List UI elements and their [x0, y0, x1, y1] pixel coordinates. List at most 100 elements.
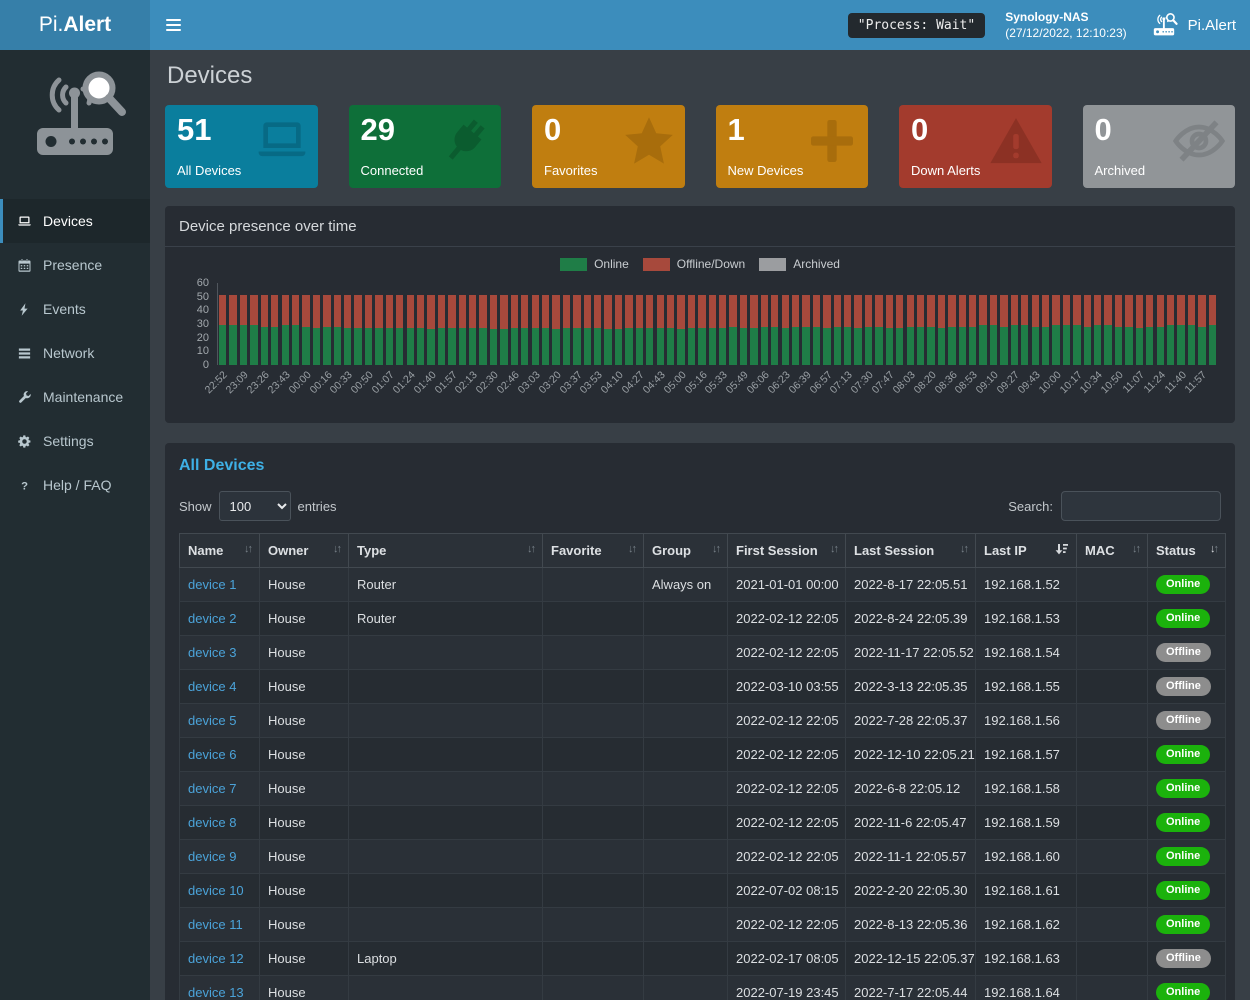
- card-value: 0: [544, 112, 562, 147]
- device-row: device 2 House Router 2022-02-12 22:05 2022-…: [179, 601, 1226, 636]
- sidebar-item-label: Network: [43, 345, 95, 361]
- last-ip-cell: 192.168.1.61: [975, 873, 1077, 908]
- stacked-bar: [406, 295, 414, 365]
- device-status-cell: Offline: [1147, 941, 1226, 976]
- stacked-bar: [281, 295, 289, 365]
- sidebar-item-help[interactable]: ? Help / FAQ: [0, 463, 150, 507]
- devices-table: Name ↓↑ Owner ↓↑ Type ↓↑ Favorite ↓↑ Group ↓↑ Firs…: [179, 533, 1226, 1000]
- legend-item-archived[interactable]: Archived: [759, 257, 840, 271]
- device-type-cell: Router: [348, 567, 543, 602]
- summary-card-connected[interactable]: 29 Connected: [348, 105, 501, 188]
- device-link[interactable]: device 5: [188, 713, 237, 728]
- stacked-bar: [791, 295, 800, 365]
- device-link[interactable]: device 3: [188, 645, 237, 660]
- host-info: Synology-NAS (27/12/2022, 12:10:23): [1005, 9, 1126, 41]
- x-axis-tick: 08:03: [890, 369, 918, 397]
- legend-swatch: [560, 257, 588, 271]
- device-link[interactable]: device 1: [188, 577, 237, 592]
- device-link[interactable]: device 10: [188, 883, 244, 898]
- app-link[interactable]: Pi.Alert: [1149, 12, 1236, 39]
- device-link[interactable]: device 12: [188, 951, 244, 966]
- first-session-cell: 2021-01-01 00:00: [727, 567, 846, 602]
- device-link[interactable]: device 11: [188, 917, 243, 932]
- device-link[interactable]: device 4: [188, 679, 237, 694]
- summary-card-new-devices[interactable]: 1 New Devices: [715, 105, 868, 188]
- device-link[interactable]: device 7: [188, 781, 237, 796]
- sidebar-item-maintenance[interactable]: Maintenance: [0, 375, 150, 419]
- device-status-cell: Online: [1147, 907, 1226, 942]
- status-badge: Online: [1156, 575, 1211, 594]
- stacked-bar: [489, 295, 498, 365]
- column-header-last-session[interactable]: Last Session ↓↑: [845, 533, 976, 568]
- stacked-bar: [937, 295, 946, 365]
- column-header-mac[interactable]: MAC ↓↑: [1076, 533, 1148, 568]
- summary-card-all-devices[interactable]: 51 All Devices: [165, 105, 318, 188]
- status-badge: Online: [1156, 983, 1211, 1000]
- column-label: Status: [1156, 543, 1196, 558]
- summary-card-archived[interactable]: 0 Archived: [1082, 105, 1235, 188]
- x-axis-tick: 05:49: [723, 369, 752, 397]
- device-name-cell: device 10: [179, 873, 260, 908]
- column-label: Name: [188, 543, 224, 558]
- legend-label: Online: [594, 257, 629, 271]
- device-owner-cell: House: [259, 703, 349, 738]
- device-link[interactable]: device 2: [188, 611, 237, 626]
- sidebar-item-events[interactable]: Events: [0, 287, 150, 331]
- first-session-cell: 2022-03-10 03:55: [727, 669, 846, 704]
- stacked-bar: [625, 295, 633, 365]
- summary-card-favorites[interactable]: 0 Favorites: [532, 105, 685, 188]
- device-favorite-cell: [542, 941, 644, 976]
- device-row: device 4 House 2022-03-10 03:55 2022-3-13 2…: [179, 669, 1226, 704]
- column-header-group[interactable]: Group ↓↑: [643, 533, 728, 568]
- y-axis-tick: 60: [196, 277, 209, 289]
- device-group-cell: [643, 839, 728, 874]
- device-type-cell: [348, 703, 543, 738]
- column-header-last-ip[interactable]: Last IP: [975, 533, 1077, 568]
- column-header-first-session[interactable]: First Session ↓↑: [727, 533, 846, 568]
- x-axis-tick: 23:09: [223, 369, 252, 397]
- card-label: Connected: [360, 163, 424, 178]
- device-link[interactable]: device 13: [188, 985, 244, 1000]
- sidebar-toggle-icon[interactable]: [150, 0, 196, 50]
- card-label: New Devices: [727, 163, 804, 178]
- column-header-type[interactable]: Type ↓↑: [348, 533, 543, 568]
- legend-item-online[interactable]: Online: [560, 257, 629, 271]
- device-status-cell: Offline: [1147, 703, 1226, 738]
- page-length-select[interactable]: 100: [218, 491, 291, 521]
- device-mac-cell: [1076, 567, 1148, 602]
- brand-logo[interactable]: Pi. Alert: [0, 0, 150, 50]
- device-row: device 7 House 2022-02-12 22:05 2022-6-8 22…: [179, 771, 1226, 806]
- card-value: 0: [911, 112, 929, 147]
- stacked-bar: [833, 295, 841, 365]
- stacked-bar: [698, 295, 706, 365]
- y-axis-tick: 10: [196, 345, 209, 358]
- first-session-cell: 2022-02-12 22:05: [727, 737, 846, 772]
- last-ip-cell: 192.168.1.62: [975, 907, 1077, 942]
- column-header-status[interactable]: Status ↓↑: [1147, 533, 1226, 568]
- column-header-favorite[interactable]: Favorite ↓↑: [542, 533, 644, 568]
- devices-table-panel: All Devices Show 100 entries Search: Nam…: [165, 443, 1235, 1000]
- device-type-cell: [348, 907, 543, 942]
- column-header-owner[interactable]: Owner ↓↑: [259, 533, 349, 568]
- column-header-name[interactable]: Name ↓↑: [179, 533, 260, 568]
- summary-card-down-alerts[interactable]: 0 Down Alerts: [899, 105, 1052, 188]
- sidebar-item-devices[interactable]: Devices: [0, 199, 150, 243]
- sidebar-item-network[interactable]: Network: [0, 331, 150, 375]
- stacked-bar: [479, 295, 487, 365]
- status-badge: Online: [1156, 881, 1211, 900]
- device-type-cell: [348, 839, 543, 874]
- device-row: device 5 House 2022-02-12 22:05 2022-7-28 2…: [179, 703, 1226, 738]
- chart-legend: Online Offline/Down Archived: [179, 257, 1221, 271]
- legend-item-offline-down[interactable]: Offline/Down: [642, 257, 745, 271]
- device-link[interactable]: device 8: [188, 815, 237, 830]
- search-input[interactable]: [1061, 491, 1221, 521]
- sidebar-item-presence[interactable]: Presence: [0, 243, 150, 287]
- last-session-cell: 2022-6-8 22:05.12: [845, 771, 976, 806]
- device-link[interactable]: device 9: [188, 849, 237, 864]
- device-type-cell: [348, 635, 543, 670]
- device-link[interactable]: device 6: [188, 747, 237, 762]
- x-axis-tick: 05:16: [682, 369, 710, 397]
- sidebar-item-settings[interactable]: Settings: [0, 419, 150, 463]
- stacked-bar: [1125, 295, 1133, 365]
- x-axis-tick: 08:36: [932, 369, 960, 397]
